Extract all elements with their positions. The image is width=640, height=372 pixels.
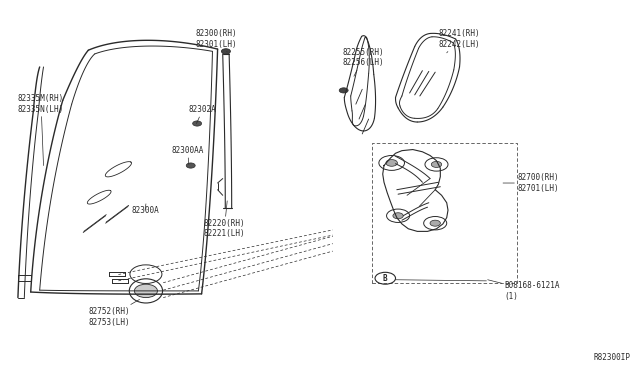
Text: B08168-6121A
(1): B08168-6121A (1) (488, 280, 560, 301)
Text: 82300AA: 82300AA (172, 146, 204, 164)
Text: 82300(RH)
82301(LH): 82300(RH) 82301(LH) (195, 29, 237, 52)
Text: 82302A: 82302A (189, 105, 216, 124)
Circle shape (193, 121, 202, 126)
Text: 82335M(RH)
82335N(LH): 82335M(RH) 82335N(LH) (18, 94, 64, 166)
Text: 82752(RH)
82753(LH): 82752(RH) 82753(LH) (88, 299, 140, 327)
Circle shape (221, 49, 230, 54)
Text: B: B (383, 274, 388, 283)
Circle shape (386, 160, 397, 166)
Circle shape (186, 163, 195, 168)
Circle shape (430, 220, 440, 226)
Circle shape (339, 88, 348, 93)
Text: 82700(RH)
82701(LH): 82700(RH) 82701(LH) (503, 173, 559, 193)
Circle shape (134, 284, 157, 298)
Circle shape (393, 213, 403, 219)
Text: 82300A: 82300A (131, 204, 159, 215)
Text: 82241(RH)
82242(LH): 82241(RH) 82242(LH) (438, 29, 480, 53)
Circle shape (431, 161, 442, 167)
Text: 82255(RH)
82256(LH): 82255(RH) 82256(LH) (342, 48, 384, 76)
Text: R82300IP: R82300IP (593, 353, 630, 362)
Text: 82220(RH)
82221(LH): 82220(RH) 82221(LH) (204, 201, 245, 238)
